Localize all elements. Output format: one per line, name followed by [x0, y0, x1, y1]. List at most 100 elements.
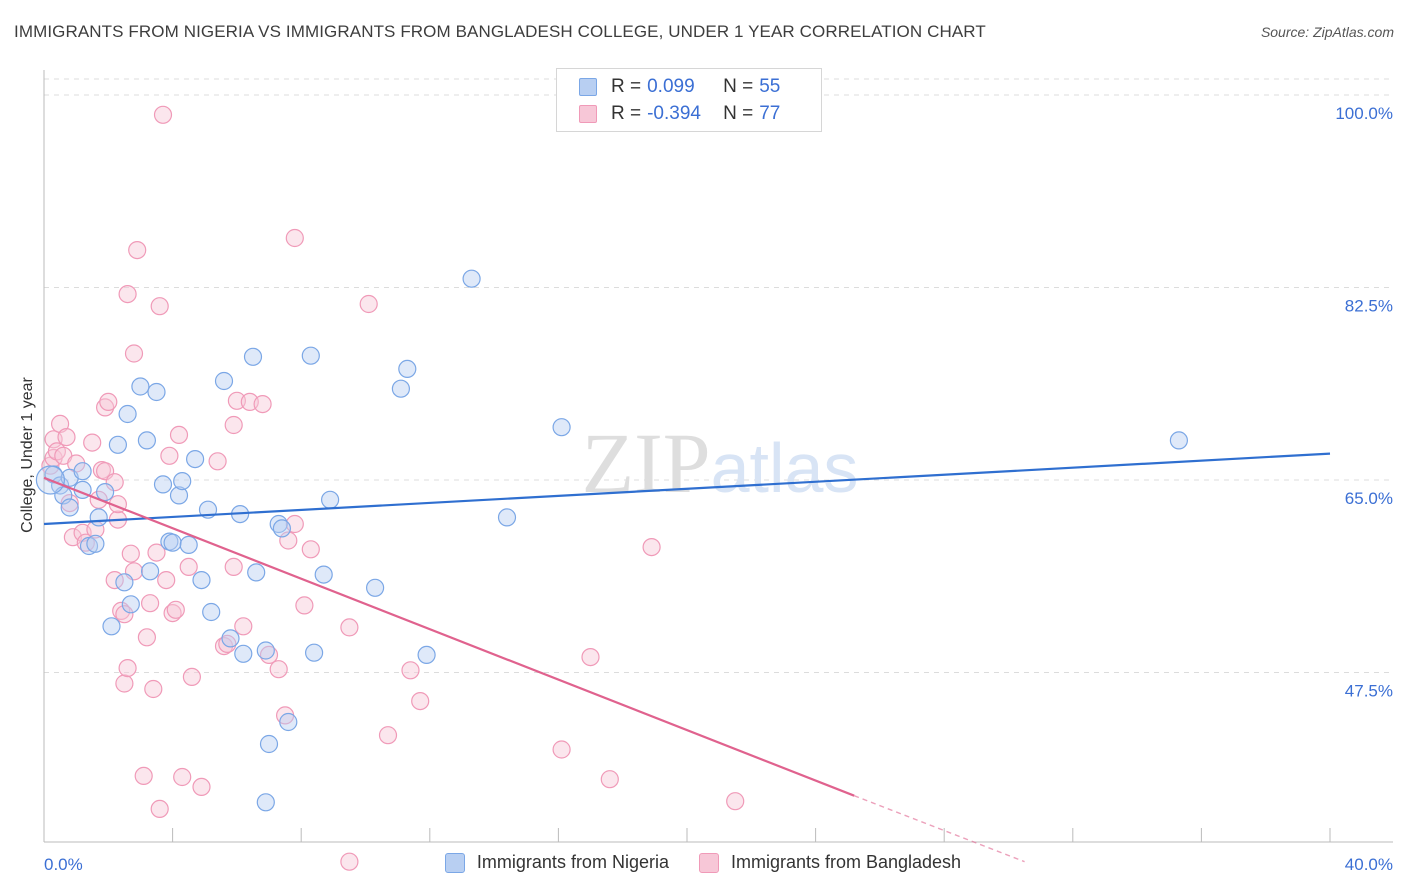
nigeria-trend-line	[43, 452, 1331, 526]
bangladesh-swatch	[579, 105, 597, 123]
bangladesh-point-25	[115, 674, 134, 693]
bangladesh-legend-swatch	[698, 852, 719, 873]
nigeria-point-27	[192, 570, 211, 590]
x-tick-label-right: 40.0%	[1345, 855, 1393, 874]
legend-item-bangladesh[interactable]: Immigrants from Bangladesh	[698, 852, 962, 873]
bangladesh-point-11	[76, 533, 95, 552]
nigeria-point-23	[169, 486, 189, 505]
nigeria-point-47	[391, 379, 410, 398]
nigeria-point-51	[497, 508, 517, 527]
bangladesh-point-32	[134, 766, 153, 786]
bangladesh-point-64	[301, 540, 320, 559]
nigeria-swatch	[579, 78, 597, 96]
bangladesh-point-45	[179, 557, 198, 577]
nigeria-point-44	[314, 565, 333, 584]
bangladesh-point-12	[83, 433, 102, 452]
bangladesh-legend-label: Immigrants from Bangladesh	[730, 852, 962, 872]
nigeria-point-26	[186, 450, 205, 469]
nigeria-point-24	[173, 472, 192, 491]
bangladesh-point-23	[112, 601, 131, 621]
nigeria-point-33	[234, 644, 253, 663]
bangladesh-point-69	[401, 661, 420, 680]
bangladesh-trend-line	[43, 476, 855, 797]
nigeria-point-48	[398, 359, 417, 378]
bangladesh-point-37	[150, 799, 169, 819]
nigeria-legend-swatch	[444, 852, 465, 873]
bangladesh-point-42	[166, 600, 185, 619]
bangladesh-point-41	[163, 603, 182, 623]
trend-lines	[43, 452, 1331, 863]
bangladesh-point-36	[147, 543, 166, 562]
nigeria-point-20	[153, 475, 173, 494]
y-tick-label-3: 47.5%	[1345, 682, 1393, 701]
nigeria-point-29	[202, 602, 221, 622]
bangladesh-point-50	[218, 634, 237, 654]
chart-title: IMMIGRANTS FROM NIGERIA VS IMMIGRANTS FR…	[14, 22, 986, 41]
bangladesh-point-39	[153, 105, 173, 124]
nigeria-point-17	[137, 431, 156, 450]
bangladesh-point-62	[285, 228, 304, 248]
nigeria-point-41	[279, 712, 298, 732]
bangladesh-point-19	[105, 473, 124, 492]
bangladesh-point-73	[600, 770, 619, 789]
bangladesh-r-value: -0.394	[647, 103, 701, 124]
nigeria-point-53	[1169, 431, 1189, 450]
nigeria-point-39	[272, 519, 291, 538]
bangladesh-point-6	[57, 428, 76, 447]
bangladesh-point-18	[99, 392, 118, 411]
axes	[43, 70, 1393, 843]
bangladesh-point-26	[118, 658, 137, 678]
nigeria-point-14	[118, 404, 137, 424]
bangladesh-point-48	[208, 452, 227, 471]
bangladesh-point-56	[253, 395, 272, 414]
legend-item-nigeria[interactable]: Immigrants from Nigeria	[444, 852, 669, 873]
nigeria-point-30	[214, 371, 234, 391]
nigeria-legend-label: Immigrants from Nigeria	[476, 852, 669, 872]
bangladesh-point-43	[169, 425, 189, 444]
bangladesh-point-40	[160, 446, 179, 465]
data-points	[35, 105, 1189, 871]
y-tick-label-2: 65.0%	[1345, 489, 1393, 508]
bangladesh-point-65	[340, 618, 359, 637]
series-legend: Immigrants from Nigeria Immigrants from …	[0, 852, 1406, 873]
bangladesh-point-70	[411, 691, 430, 711]
nigeria-point-16	[131, 377, 150, 396]
r-label: R =	[611, 76, 642, 97]
bangladesh-point-58	[269, 660, 288, 679]
nigeria-point-52	[552, 418, 571, 437]
bangladesh-point-51	[224, 557, 243, 577]
nigeria-point-40	[256, 793, 275, 812]
nigeria-point-25	[179, 535, 198, 555]
bangladesh-point-63	[295, 596, 314, 615]
bangladesh-point-44	[173, 767, 192, 787]
bangladesh-point-27	[118, 285, 137, 304]
bangladesh-point-30	[124, 344, 144, 363]
nigeria-point-35	[247, 563, 266, 582]
bangladesh-point-34	[141, 594, 160, 613]
bangladesh-point-47	[192, 777, 211, 797]
nigeria-point-37	[259, 734, 279, 754]
n-label: N =	[723, 103, 754, 124]
bangladesh-point-53	[227, 391, 246, 410]
bangladesh-point-33	[137, 628, 156, 647]
y-tick-label-1: 82.5%	[1345, 297, 1393, 316]
bangladesh-trend-extension	[853, 795, 1025, 863]
nigeria-point-22	[163, 533, 182, 552]
nigeria-point-8	[86, 534, 105, 553]
nigeria-point-19	[147, 382, 166, 402]
bangladesh-point-74	[642, 537, 661, 557]
legend-row-bangladesh: R = -0.394 N = 77	[579, 102, 780, 126]
nigeria-point-31	[221, 629, 240, 648]
bangladesh-point-54	[234, 617, 253, 636]
bangladesh-point-67	[359, 294, 378, 314]
nigeria-point-36	[256, 641, 275, 660]
nigeria-point-34	[243, 347, 263, 366]
bangladesh-point-75	[726, 792, 745, 811]
nigeria-point-11	[102, 617, 121, 636]
nigeria-point-49	[417, 645, 436, 665]
bangladesh-point-28	[121, 544, 140, 563]
nigeria-point-18	[141, 562, 160, 581]
bangladesh-point-72	[581, 647, 600, 667]
nigeria-point-12	[108, 435, 128, 454]
nigeria-point-3	[60, 498, 79, 517]
